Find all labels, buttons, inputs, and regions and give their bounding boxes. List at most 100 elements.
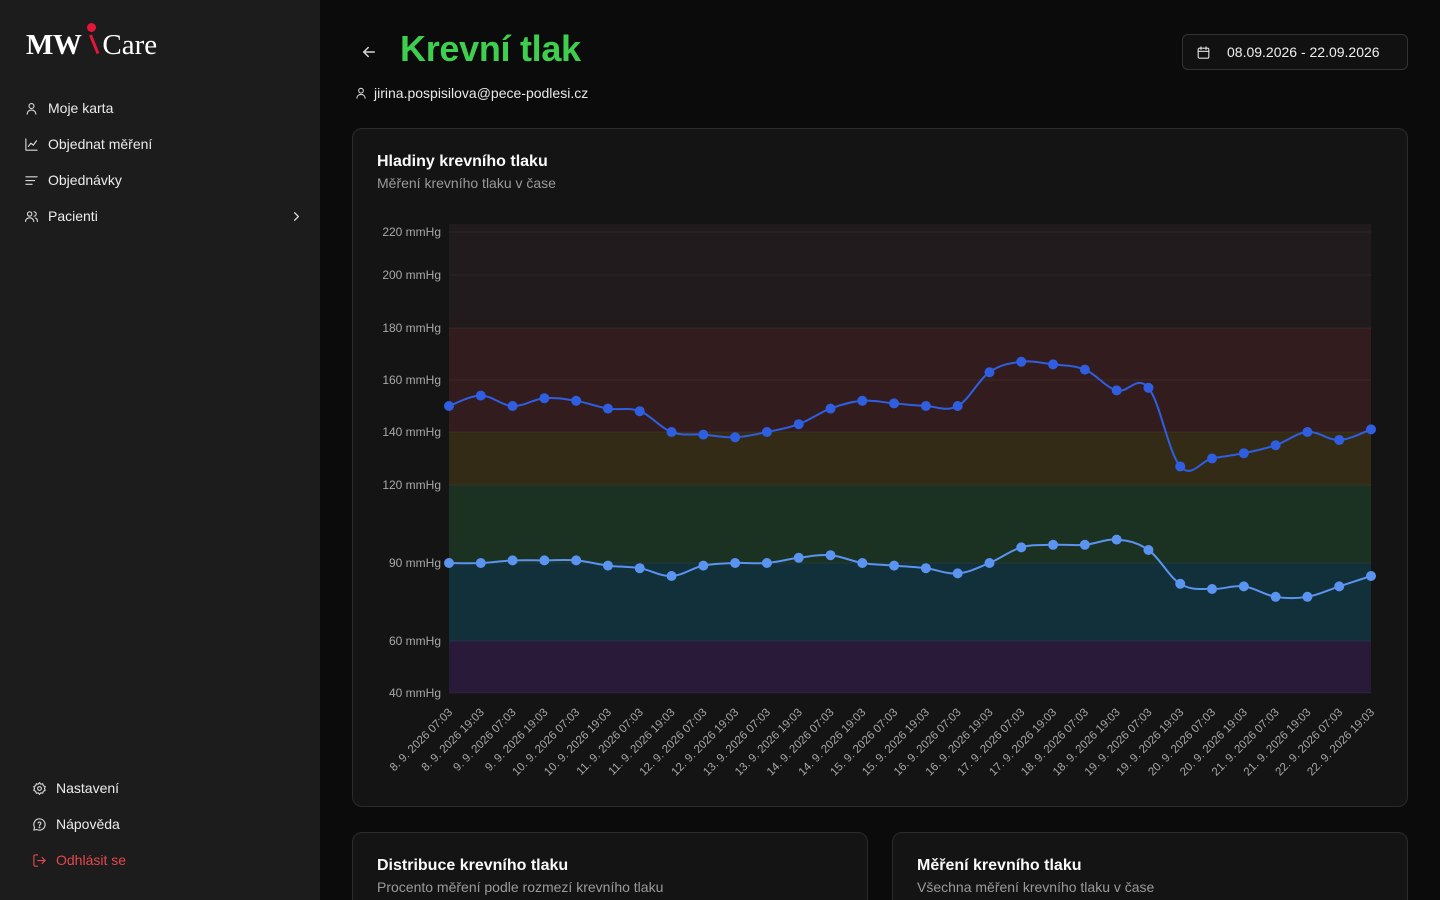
- diastolic-data-point: [984, 558, 995, 568]
- systolic-data-point: [1334, 434, 1345, 445]
- card-subtitle: Všechna měření krevního tlaku v čase: [917, 879, 1155, 895]
- diastolic-data-point: [571, 555, 582, 566]
- calendar-icon: [1197, 45, 1210, 59]
- y-tick-label: 60 mmHg: [389, 634, 441, 648]
- card-title: Distribuce krevního tlaku: [377, 857, 569, 874]
- sidebar-item-label: Moje karta: [48, 100, 114, 116]
- chevron-right-icon[interactable]: [289, 209, 304, 224]
- range-band: [449, 224, 1371, 328]
- diastolic-data-point: [539, 555, 550, 566]
- diastolic-data-point: [1207, 584, 1218, 594]
- diastolic-data-point: [698, 560, 709, 571]
- systolic-data-point: [1366, 424, 1376, 435]
- sidebar-item-odhlasit[interactable]: Odhlásit se: [32, 842, 292, 878]
- card-subtitle: Měření krevního tlaku v čase: [377, 175, 556, 191]
- diastolic-data-point: [889, 560, 900, 571]
- diastolic-data-point: [1079, 539, 1090, 550]
- systolic-data-point: [444, 401, 454, 411]
- systolic-data-point: [920, 401, 931, 411]
- systolic-data-point: [1302, 427, 1313, 437]
- y-tick-label: 160 mmHg: [382, 373, 441, 387]
- systolic-data-point: [984, 367, 995, 378]
- sidebar-item-objednavky[interactable]: Objednávky: [24, 162, 304, 198]
- user-icon: [356, 87, 366, 99]
- sidebar-item-label: Objednat měření: [48, 136, 153, 152]
- systolic-data-point: [1048, 359, 1059, 370]
- user-icon: [26, 102, 37, 115]
- sidebar-item-label: Nápověda: [56, 816, 120, 832]
- diastolic-data-point: [1175, 578, 1186, 589]
- diastolic-data-point: [507, 555, 518, 566]
- diastolic-data-point: [666, 571, 677, 581]
- sidebar-item-objednat-mereni[interactable]: Objednat měření: [24, 126, 304, 162]
- range-band: [449, 328, 1371, 432]
- diastolic-data-point: [1334, 581, 1345, 592]
- systolic-data-point: [539, 393, 550, 404]
- sidebar-nav: Moje karta Objednat měření Objednávky Pa…: [24, 90, 304, 234]
- systolic-data-point: [1079, 364, 1090, 375]
- diastolic-data-point: [602, 560, 613, 571]
- systolic-data-point: [1016, 356, 1027, 367]
- list-icon: [25, 175, 38, 185]
- systolic-data-point: [889, 398, 900, 409]
- systolic-data-point: [793, 419, 804, 430]
- y-tick-label: 40 mmHg: [389, 686, 441, 700]
- page-title: Krevní tlak: [400, 28, 581, 69]
- blood-pressure-levels-card: Hladiny krevního tlaku Měření krevního t…: [352, 128, 1408, 807]
- systolic-data-point: [730, 432, 741, 443]
- distribution-card: Distribuce krevního tlaku Procento měřen…: [352, 832, 868, 900]
- measurements-card: Měření krevního tlaku Všechna měření kre…: [892, 832, 1408, 900]
- logo-mark-icon: [84, 22, 100, 62]
- systolic-data-point: [1270, 440, 1281, 451]
- diastolic-data-point: [920, 563, 931, 574]
- chart-line-icon: [25, 137, 38, 151]
- y-tick-label: 200 mmHg: [382, 268, 441, 282]
- y-tick-label: 140 mmHg: [382, 425, 441, 439]
- sidebar-item-napoveda[interactable]: Nápověda: [32, 806, 292, 842]
- diastolic-data-point: [825, 550, 836, 561]
- diastolic-data-point: [1111, 534, 1122, 545]
- back-arrow-icon[interactable]: [360, 43, 378, 61]
- diastolic-data-point: [730, 558, 741, 568]
- users-icon: [25, 210, 38, 222]
- systolic-data-point: [1238, 448, 1249, 459]
- diastolic-data-point: [475, 558, 486, 568]
- systolic-data-point: [634, 406, 645, 417]
- diastolic-data-point: [1048, 539, 1059, 550]
- card-title: Hladiny krevního tlaku: [377, 153, 548, 170]
- date-range-text: 08.09.2026 - 22.09.2026: [1227, 44, 1380, 60]
- diastolic-data-point: [1143, 545, 1154, 555]
- range-band: [449, 485, 1371, 563]
- sidebar: MW Care Moje karta Objednat měření Objed…: [0, 0, 320, 900]
- systolic-data-point: [666, 427, 677, 437]
- range-band: [449, 641, 1371, 693]
- sidebar-item-moje-karta[interactable]: Moje karta: [24, 90, 304, 126]
- patient-email: jirina.pospisilova@pece-podlesi.cz: [374, 85, 589, 101]
- diastolic-data-point: [1238, 581, 1249, 592]
- systolic-data-point: [825, 403, 836, 414]
- sidebar-item-pacienti[interactable]: Pacienti: [24, 198, 304, 234]
- logo-mw-text: MW: [26, 29, 82, 61]
- sidebar-item-label: Odhlásit se: [56, 852, 127, 868]
- diastolic-data-point: [793, 552, 804, 563]
- diastolic-data-point: [1016, 542, 1027, 553]
- systolic-data-point: [952, 401, 963, 411]
- systolic-data-point: [1207, 453, 1218, 464]
- date-range-picker[interactable]: 08.09.2026 - 22.09.2026: [1182, 34, 1408, 70]
- systolic-data-point: [1111, 385, 1122, 396]
- mwcare-logo[interactable]: MW Care: [26, 22, 157, 62]
- blood-pressure-chart: 40 mmHg 60 mmHg 90 mmHg 120 mmHg 140 mmHg 160…: [382, 224, 1377, 778]
- patient-email-line: jirina.pospisilova@pece-podlesi.cz: [354, 85, 588, 101]
- systolic-data-point: [602, 403, 613, 414]
- logout-icon: [33, 853, 46, 867]
- logo-care-text: Care: [102, 29, 158, 61]
- systolic-data-point: [507, 401, 518, 411]
- sidebar-item-nastaveni[interactable]: Nastavení: [32, 770, 292, 806]
- help-bubble-icon: [33, 817, 46, 831]
- sidebar-item-label: Pacienti: [48, 208, 98, 224]
- diastolic-data-point: [1270, 591, 1281, 602]
- diastolic-data-point: [444, 558, 454, 568]
- diastolic-data-point: [1366, 571, 1376, 581]
- systolic-data-point: [1175, 461, 1186, 472]
- y-tick-label: 120 mmHg: [382, 478, 441, 492]
